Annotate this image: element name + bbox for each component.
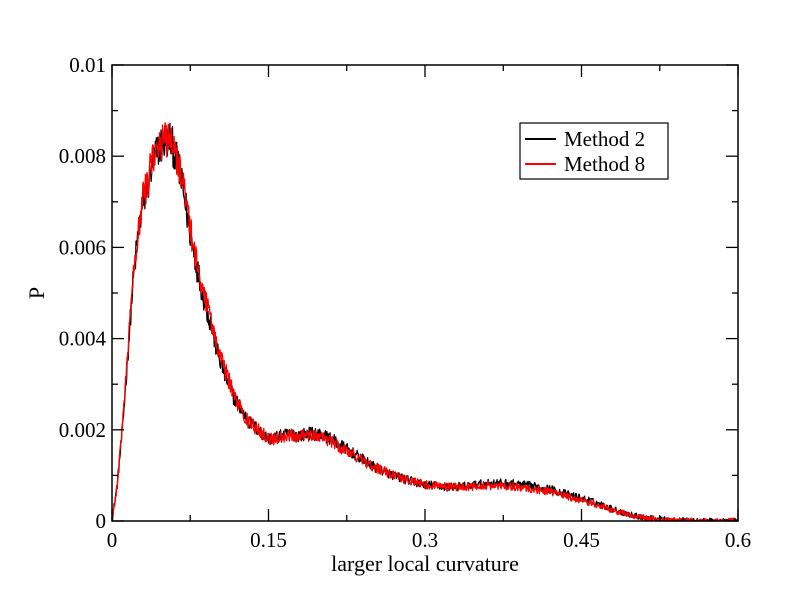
x-axis-ticks [111,65,739,521]
y-axis-tick-labels: 0 0.002 0.004 0.006 0.008 0.01 [59,53,107,533]
x-tick-label: 0.45 [563,528,600,552]
y-axis-label: P [24,287,49,299]
y-axis-ticks [112,64,738,522]
x-tick-label: 0.6 [725,528,751,552]
x-tick-label: 0 [107,528,118,552]
y-tick-label: 0 [96,509,107,533]
x-tick-label: 0.3 [412,528,438,552]
legend-label-1: Method 2 [564,127,645,151]
x-axis-tick-labels: 0 0.15 0.3 0.45 0.6 [107,528,751,552]
y-tick-label: 0.004 [59,327,107,351]
y-tick-label: 0.002 [59,418,106,442]
y-tick-label: 0.01 [69,53,106,77]
legend-label-2: Method 8 [564,152,645,176]
series-line-2 [111,122,739,522]
series-layer [111,122,739,522]
x-tick-label: 0.15 [250,528,287,552]
y-tick-label: 0.008 [59,144,106,168]
y-tick-label: 0.006 [59,235,106,259]
x-axis-label: larger local curvature [331,551,519,576]
legend-box [519,122,669,180]
